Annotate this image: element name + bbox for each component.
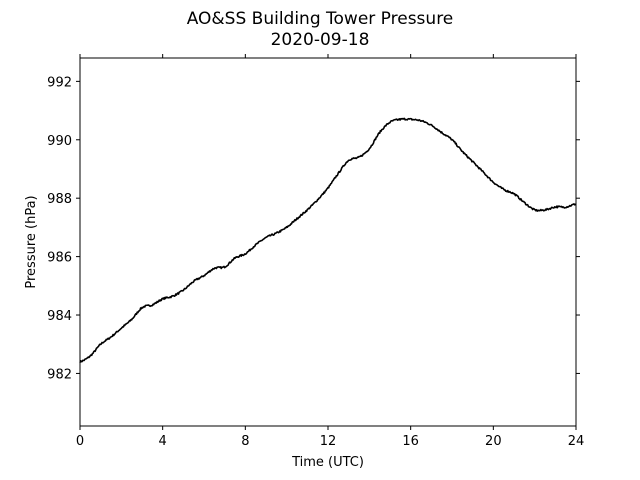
y-tick-label: 984 — [47, 309, 72, 324]
x-axis-label: Time (UTC) — [291, 455, 364, 470]
x-tick-labels: 0 4 8 12 16 20 24 — [76, 434, 584, 449]
x-tick-label: 8 — [241, 434, 249, 449]
y-tick-labels: 982 984 986 988 990 992 — [47, 75, 72, 382]
y-tick-label: 982 — [47, 367, 72, 382]
x-tick-label: 24 — [568, 434, 585, 449]
chart-subtitle: 2020-09-18 — [271, 30, 370, 50]
x-tick-label: 4 — [159, 434, 167, 449]
y-tick-label: 992 — [47, 75, 72, 90]
x-tick-label: 12 — [320, 434, 337, 449]
x-tick-label: 0 — [76, 434, 84, 449]
plot-frame — [79, 57, 577, 427]
y-axis-label: Pressure (hPa) — [24, 195, 39, 288]
y-tick-label: 990 — [47, 134, 72, 149]
y-tick-label: 988 — [47, 192, 72, 207]
y-tick-label: 986 — [47, 251, 72, 266]
chart-title: AO&SS Building Tower Pressure — [187, 9, 454, 29]
axis-ticks — [76, 54, 580, 430]
x-tick-label: 16 — [402, 434, 419, 449]
pressure-series-line — [79, 117, 577, 363]
x-tick-label: 20 — [485, 434, 502, 449]
